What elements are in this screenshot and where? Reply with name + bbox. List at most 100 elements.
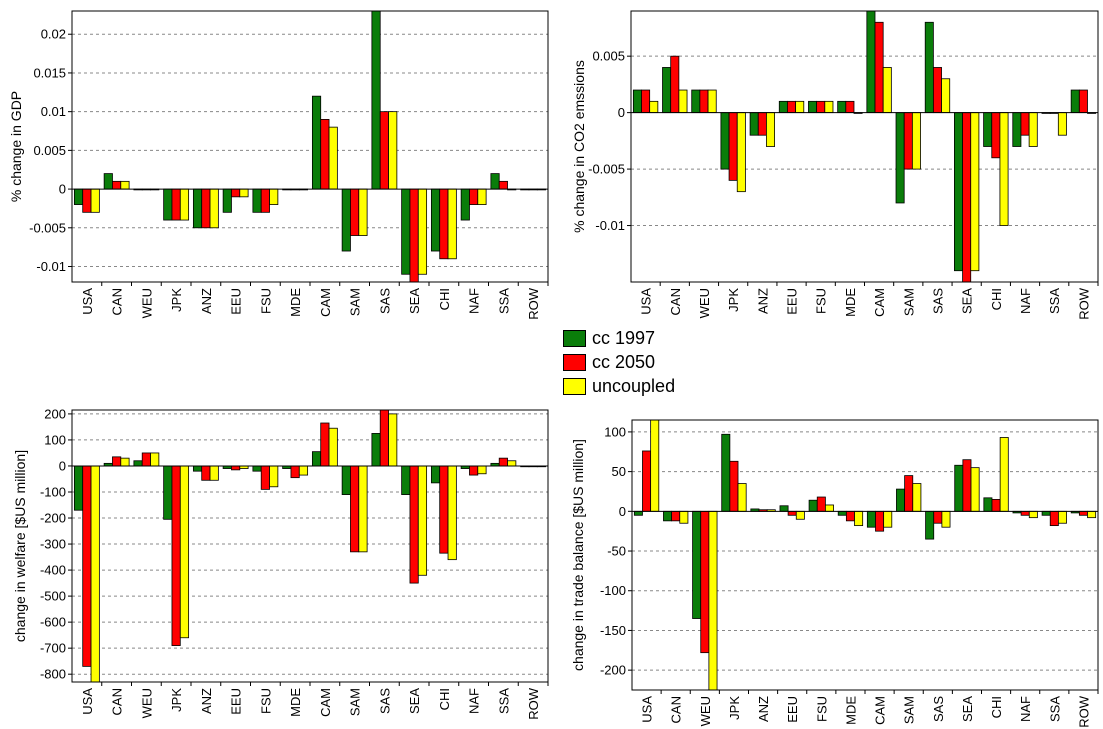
bar-uncoupled-eeu <box>239 188 249 198</box>
x-tick-label: MDE <box>288 688 303 717</box>
y-axis-label: % change in CO2 emssions <box>571 60 587 233</box>
bar-uncoupled-cam <box>883 510 893 528</box>
bar-uncoupled-naf <box>1028 510 1038 519</box>
legend-label-uncoupled: uncoupled <box>592 375 676 396</box>
x-tick-label: USA <box>80 688 95 715</box>
bar-cc-2050-eeu <box>787 510 797 516</box>
bar-cc-1997-jpk <box>720 112 730 170</box>
bar-cc-1997-anz <box>749 112 759 136</box>
x-tick-label: MDE <box>288 288 303 317</box>
bar-cc-1997-mde <box>837 510 847 516</box>
bar-cc-2050-eeu <box>787 100 797 114</box>
bar-uncoupled-cam <box>882 67 892 114</box>
x-tick-label: MDE <box>843 696 858 725</box>
bar-cc-2050-sea <box>962 112 972 283</box>
bar-cc-2050-usa <box>642 450 652 512</box>
bar-cc-1997-cam <box>866 10 876 114</box>
bar-uncoupled-weu <box>150 452 160 467</box>
bar-cc-2050-fsu <box>816 496 826 512</box>
x-tick-label: CHI <box>437 288 452 310</box>
x-tick-label: SAM <box>348 288 363 316</box>
legend-swatch-uncoupled <box>563 377 586 395</box>
x-tick-label: WEU <box>698 696 713 726</box>
x-tick-label: EEU <box>229 688 244 715</box>
bar-cc-1997-mde <box>837 100 847 114</box>
x-tick-label: WEU <box>139 688 154 718</box>
bar-cc-2050-cam <box>875 510 885 532</box>
bar-uncoupled-row <box>1087 510 1097 519</box>
bar-cc-2050-fsu <box>260 188 270 213</box>
bar-cc-1997-naf <box>460 188 470 221</box>
bar-uncoupled-jpk <box>179 465 190 639</box>
bar-uncoupled-usa <box>90 465 100 683</box>
y-axis-label: change in trade balance [$US million] <box>570 439 586 671</box>
chart-4: -200 -150 -100 -50 0 50 100 USA CAN WEU JPK ANZ EEU F… <box>570 419 1099 728</box>
bar-uncoupled-mde <box>298 465 309 476</box>
y-tick-label: 200 <box>44 406 66 421</box>
bar-uncoupled-chi <box>999 437 1009 512</box>
bar-cc-2050-sas <box>932 67 942 114</box>
bar-cc-1997-sam <box>341 188 351 252</box>
bar-cc-2050-can <box>671 510 681 522</box>
bar-uncoupled-weu <box>708 510 718 691</box>
bar-cc-2050-sas <box>379 111 389 190</box>
x-tick-label: ANZ <box>199 688 214 714</box>
x-tick-label: CAM <box>872 288 887 317</box>
bar-cc-2050-can <box>112 180 122 190</box>
x-tick-label: ROW <box>1076 695 1091 728</box>
y-tick-label: -700 <box>40 641 66 656</box>
bar-cc-2050-sea <box>409 465 419 584</box>
bar-cc-1997-chi <box>983 112 993 147</box>
bar-uncoupled-cam <box>328 126 338 190</box>
bar-cc-2050-eeu <box>231 188 241 198</box>
x-tick-label: WEU <box>139 288 154 318</box>
bar-cc-1997-fsu <box>808 100 818 114</box>
bar-cc-1997-usa <box>632 89 642 114</box>
bar-uncoupled-fsu <box>269 188 279 205</box>
bar-uncoupled-sam <box>911 112 921 170</box>
x-tick-label: SSA <box>496 688 511 714</box>
y-tick-label: 0.01 <box>41 104 66 119</box>
bar-uncoupled-jpk <box>737 483 747 512</box>
bar-cc-2050-sam <box>904 475 914 512</box>
bar-cc-2050-weu <box>141 452 151 467</box>
x-tick-label: SEA <box>407 288 422 314</box>
bar-cc-1997-cam <box>866 510 876 528</box>
bar-uncoupled-sas <box>941 78 951 114</box>
x-tick-label: ROW <box>1076 287 1091 320</box>
bar-uncoupled-anz <box>209 465 219 481</box>
bar-uncoupled-fsu <box>824 504 834 512</box>
x-tick-label: MDE <box>843 288 858 317</box>
bar-cc-1997-sas <box>925 510 935 540</box>
bar-cc-1997-usa <box>73 188 84 205</box>
bar-uncoupled-naf <box>477 188 487 205</box>
chart-3: -800 -700 -600 -500 -400 -300 -200 -100 0 100 200 U… <box>12 406 549 720</box>
bar-cc-1997-jpk <box>163 465 173 520</box>
y-tick-label: -600 <box>40 615 66 630</box>
bar-uncoupled-sas <box>388 111 398 190</box>
legend-swatch-cc-2050 <box>563 353 586 371</box>
bar-cc-1997-can <box>662 67 672 114</box>
y-tick-label: -400 <box>40 563 66 578</box>
x-tick-label: SSA <box>496 288 511 314</box>
x-tick-label: CAN <box>110 288 125 315</box>
bar-cc-1997-fsu <box>808 499 818 512</box>
x-tick-label: ANZ <box>755 288 770 314</box>
bar-cc-2050-weu <box>699 89 709 114</box>
x-tick-label: JPK <box>726 288 741 312</box>
bar-cc-1997-weu <box>691 89 701 114</box>
bar-cc-2050-cam <box>320 422 330 467</box>
bar-uncoupled-naf <box>477 465 487 475</box>
x-tick-label: CHI <box>989 288 1004 310</box>
x-tick-label: EEU <box>785 288 800 315</box>
x-tick-label: CAM <box>318 688 333 717</box>
bar-uncoupled-fsu <box>824 100 834 114</box>
bar-cc-1997-eeu <box>779 505 789 512</box>
bar-cc-1997-can <box>103 173 113 190</box>
bar-uncoupled-anz <box>766 112 775 147</box>
bar-cc-2050-cam <box>874 21 884 114</box>
y-tick-label: -200 <box>600 663 626 678</box>
bar-uncoupled-eeu <box>795 100 805 114</box>
x-tick-label: CAM <box>873 696 888 725</box>
bar-cc-2050-naf <box>469 465 479 476</box>
